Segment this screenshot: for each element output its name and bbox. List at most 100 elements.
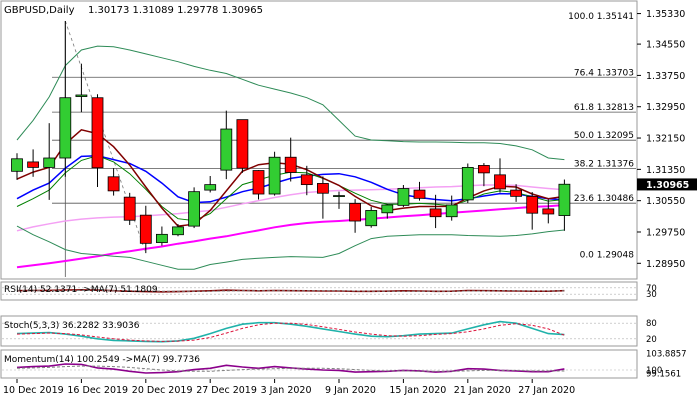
x-tick-label: 27 Jan 2020 bbox=[518, 385, 575, 396]
indicator-line bbox=[16, 365, 565, 372]
candle-body-down bbox=[300, 174, 313, 186]
indicator-tick-label: 30 bbox=[646, 290, 657, 300]
candle-body-up bbox=[397, 188, 410, 206]
y-tick-label: 1.35330 bbox=[646, 9, 685, 20]
candle-body-up bbox=[461, 166, 474, 201]
candle bbox=[220, 110, 233, 180]
y-tick-label: 1.31350 bbox=[646, 165, 685, 176]
x-tick-label: 3 Jan 2020 bbox=[261, 385, 312, 396]
rsi-title: RSI(14) 52.1371 ->MA(7) 51.1809 bbox=[4, 285, 158, 295]
fib-level-label: 38.2 1.31376 bbox=[574, 159, 634, 169]
fib-level-label: 0.0 1.29048 bbox=[580, 250, 635, 260]
candle bbox=[542, 199, 555, 224]
candle-body-up bbox=[365, 210, 378, 227]
candle-body-up bbox=[172, 226, 184, 236]
indicator-tick-label: 20 bbox=[646, 335, 657, 345]
stoch-pane: 80 20 bbox=[2, 319, 657, 345]
candle bbox=[107, 168, 120, 196]
fib-level-label: 61.8 1.32813 bbox=[574, 103, 634, 113]
x-tick-label: 21 Jan 2020 bbox=[454, 385, 511, 396]
fib-level-label: 76.4 1.33703 bbox=[574, 68, 634, 78]
candle-body-up bbox=[445, 204, 458, 218]
symbol-label: GBPUSD,Daily bbox=[4, 5, 75, 16]
x-tick-label: 15 Jan 2020 bbox=[389, 385, 446, 396]
candle-body-down bbox=[477, 165, 490, 174]
candle bbox=[316, 176, 329, 219]
candle bbox=[413, 181, 426, 201]
candle bbox=[429, 194, 442, 229]
candle-body-up bbox=[204, 184, 217, 191]
indicator-tick-label: 80 bbox=[646, 319, 657, 329]
y-tick-label: 1.34550 bbox=[646, 40, 685, 51]
momentum-pane-frame bbox=[0, 349, 638, 379]
candle-body-down bbox=[510, 189, 523, 197]
y-tick-label: 1.29750 bbox=[646, 227, 685, 238]
indicator-line bbox=[17, 290, 565, 292]
candle bbox=[284, 137, 297, 182]
candle-body-down bbox=[123, 196, 136, 221]
main-pane: 1.35330 1.34550 1.33750 1.32950 1.32150 1.313… bbox=[11, 9, 697, 277]
candle bbox=[204, 176, 217, 193]
candle bbox=[172, 224, 184, 237]
candle-body-down bbox=[429, 208, 442, 218]
candle-body-down bbox=[349, 203, 362, 222]
candle-body-down bbox=[413, 189, 426, 199]
candle bbox=[236, 119, 249, 173]
candle bbox=[445, 195, 458, 221]
candle-body-up bbox=[11, 158, 23, 172]
indicator-line bbox=[16, 320, 565, 343]
candle-body-up bbox=[333, 195, 345, 197]
ohlc-label: 1.30173 1.31089 1.29778 1.30965 bbox=[88, 5, 263, 16]
momentum-title: Momentum(14) 100.2549 ->MA(7) 99.7736 bbox=[4, 355, 200, 365]
candle-body-down bbox=[526, 195, 539, 214]
candle-body-up bbox=[558, 183, 571, 216]
candle-body-up bbox=[381, 204, 394, 214]
candle-body-down bbox=[107, 176, 120, 192]
x-tick-label: 9 Jan 2020 bbox=[325, 385, 376, 396]
indicator-line bbox=[16, 322, 565, 342]
candle-body-down bbox=[494, 174, 506, 190]
stoch-title: Stoch(5,3,3) 36.2282 33.9036 bbox=[4, 321, 140, 331]
y-tick-label: 1.33750 bbox=[646, 71, 685, 82]
candle bbox=[91, 94, 104, 187]
candle-body-down bbox=[139, 214, 152, 244]
candle-body-down bbox=[236, 119, 249, 169]
stoch-pane-frame bbox=[0, 315, 638, 347]
indicator-tick-label: 100 bbox=[646, 366, 662, 376]
candle bbox=[123, 192, 136, 225]
current-price-box bbox=[637, 178, 697, 191]
candle bbox=[139, 205, 152, 254]
candle bbox=[397, 185, 410, 207]
candle bbox=[75, 63, 88, 113]
candle bbox=[558, 179, 571, 231]
candle-body-up bbox=[75, 94, 88, 97]
y-tick-label: 1.28950 bbox=[646, 259, 685, 270]
candle-body-down bbox=[284, 156, 297, 173]
candle bbox=[252, 170, 265, 200]
x-tick-label: 16 Dec 2019 bbox=[67, 385, 128, 396]
candle-body-up bbox=[59, 97, 72, 159]
candle bbox=[494, 158, 506, 193]
candle-body-down bbox=[91, 97, 104, 169]
candle bbox=[477, 163, 490, 187]
x-tick-label: 27 Dec 2019 bbox=[196, 385, 257, 396]
candle bbox=[188, 187, 201, 229]
y-tick-label: 1.32950 bbox=[646, 102, 685, 113]
candle-body-up bbox=[188, 191, 201, 227]
indicator-tick-label: 99.1561 bbox=[646, 370, 681, 380]
moving-average-line bbox=[16, 204, 565, 269]
candle-body-down bbox=[27, 161, 40, 168]
bollinger-band-line bbox=[16, 45, 565, 161]
candle bbox=[349, 199, 362, 233]
indicator-tick-label: 70 bbox=[646, 284, 657, 294]
fib-level-label: 23.6 1.30486 bbox=[574, 194, 634, 204]
candle-body-up bbox=[43, 157, 56, 168]
x-tick-label: 10 Dec 2019 bbox=[3, 385, 64, 396]
candle-body-down bbox=[542, 208, 555, 215]
candle bbox=[381, 204, 394, 219]
candle-body-down bbox=[316, 183, 329, 194]
candle bbox=[155, 226, 168, 246]
fib-level-label: 100.0 1.35141 bbox=[568, 12, 634, 22]
